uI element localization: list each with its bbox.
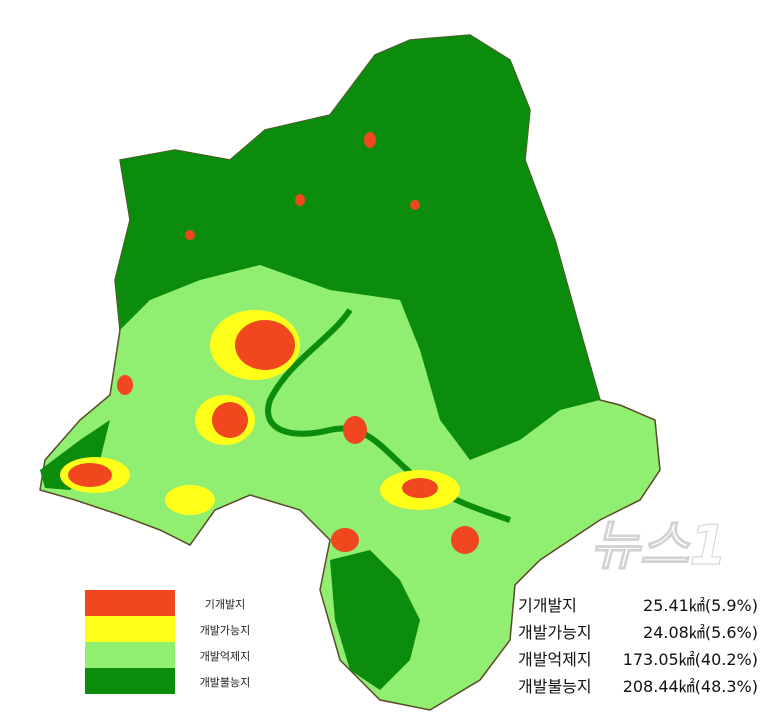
stat-row: 개발가능지 24.08㎢(5.6%) xyxy=(518,619,758,643)
legend-swatch-developed xyxy=(85,590,175,616)
legend-label: 개발억제지 xyxy=(199,650,251,663)
watermark-logo: 뉴스1 xyxy=(590,514,728,577)
stat-label: 기개발지 xyxy=(518,596,577,615)
developed-areas xyxy=(68,132,479,554)
region-undevelopable-west xyxy=(40,420,110,490)
legend-label: 기개발지 xyxy=(204,598,246,611)
region-undevelopable-south xyxy=(330,550,420,690)
stat-value: 24.08㎢(5.6%) xyxy=(643,623,758,642)
stat-label: 개발불능지 xyxy=(518,677,592,696)
legend-swatch-restricted xyxy=(85,642,175,668)
stat-value: 208.44㎢(48.3%) xyxy=(622,677,758,696)
stat-row: 개발불능지 208.44㎢(48.3%) xyxy=(518,673,758,697)
legend-label: 개발불능지 xyxy=(199,676,251,689)
stat-label: 개발억제지 xyxy=(518,650,592,669)
stat-row: 개발억제지 173.05㎢(40.2%) xyxy=(518,646,758,670)
stat-value: 25.41㎢(5.9%) xyxy=(643,596,758,615)
stat-value: 173.05㎢(40.2%) xyxy=(622,650,758,669)
legend-label: 개발가능지 xyxy=(199,624,251,637)
stat-row: 기개발지 25.41㎢(5.9%) xyxy=(518,592,758,616)
legend-swatch-undevelopable xyxy=(85,668,175,694)
region-undevelopable-north xyxy=(115,35,600,460)
stat-label: 개발가능지 xyxy=(518,623,592,642)
legend-swatch-developable xyxy=(85,616,175,642)
